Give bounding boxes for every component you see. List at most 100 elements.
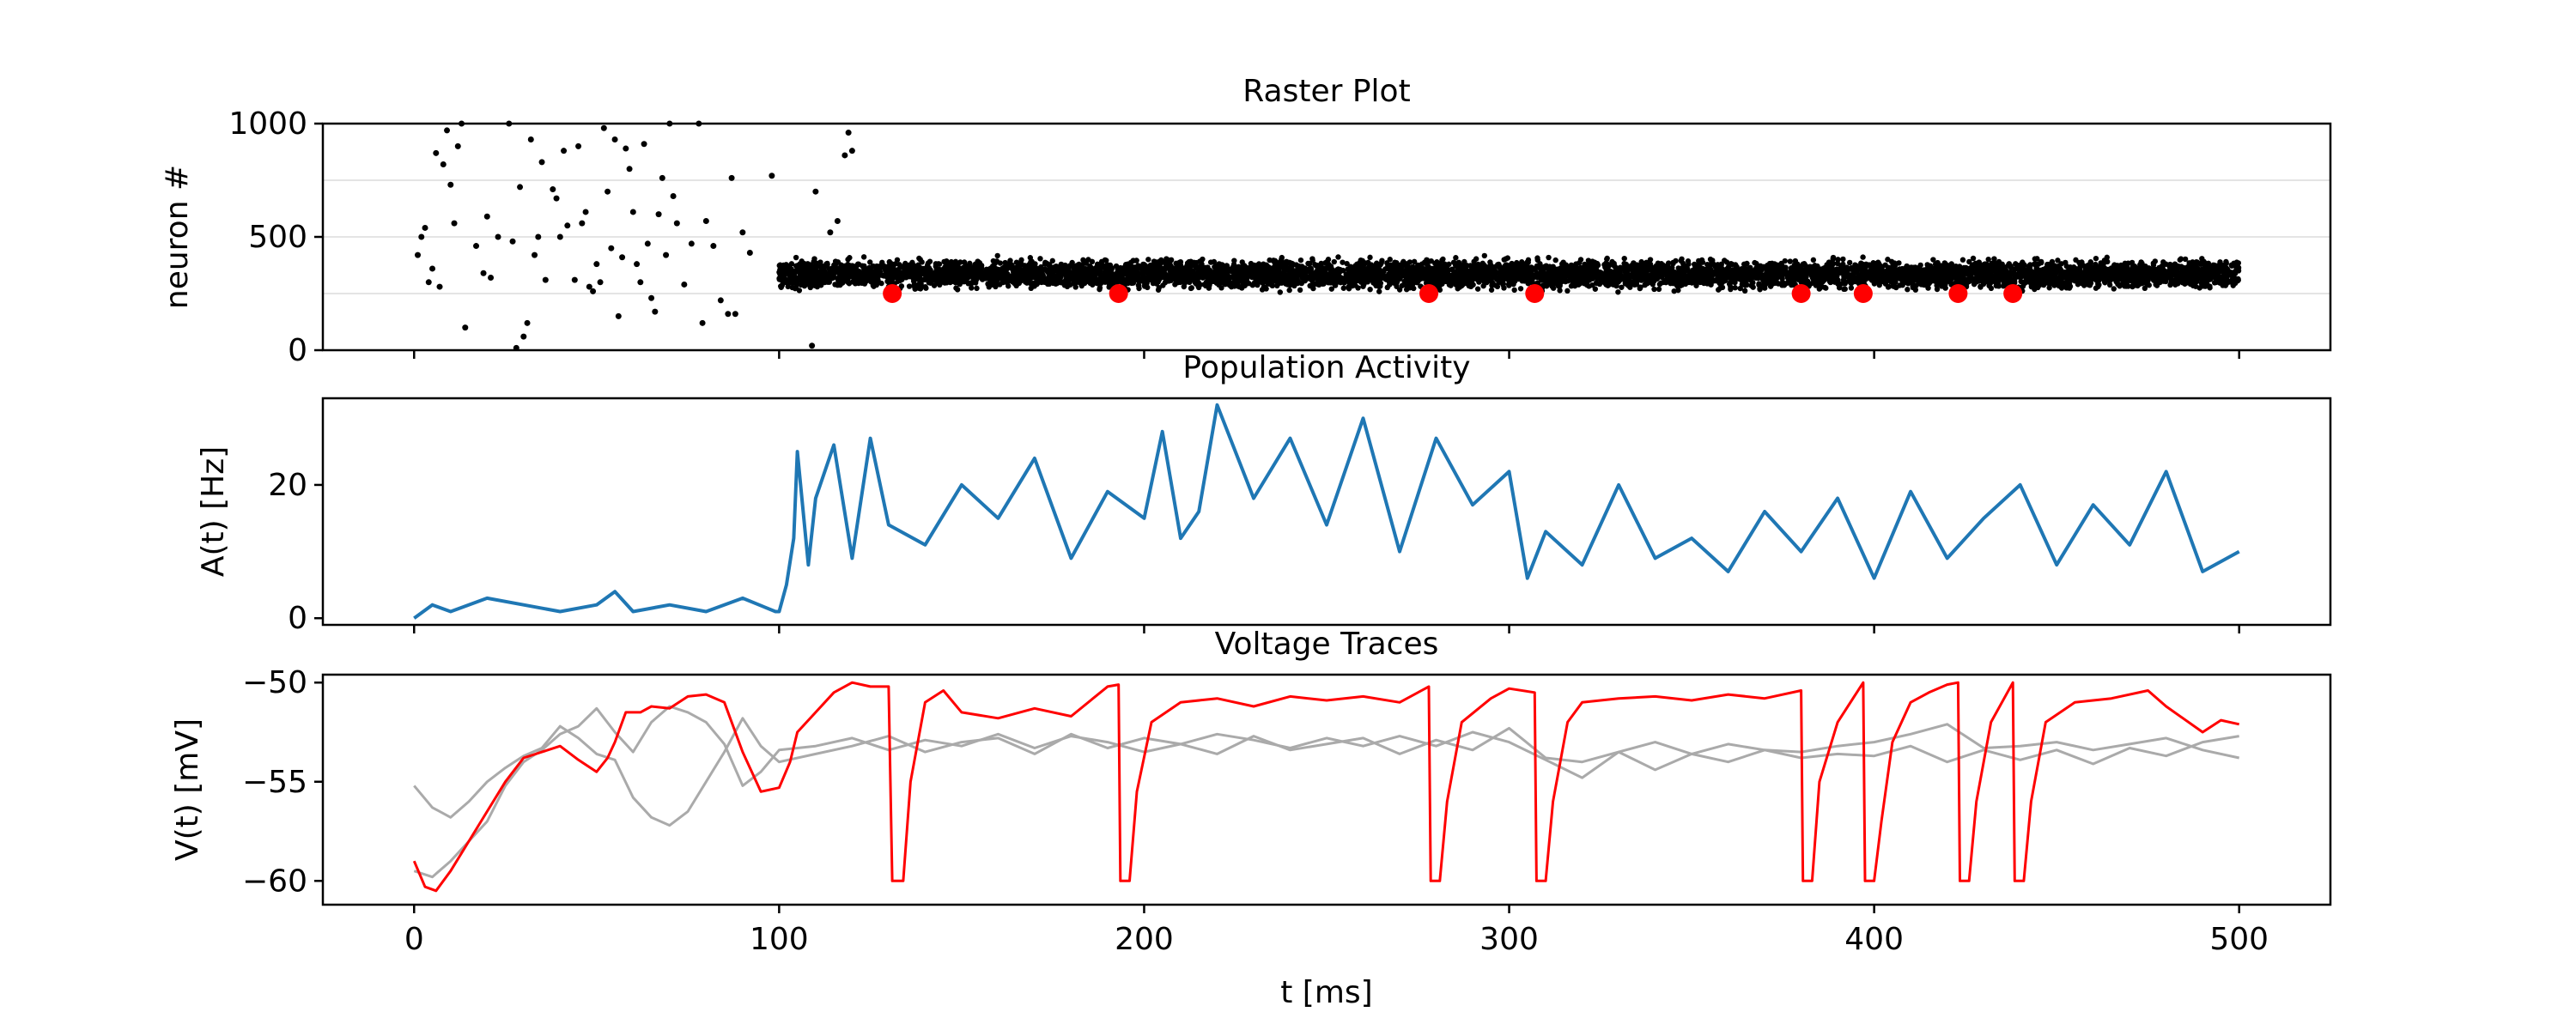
raster-spike xyxy=(2182,256,2189,263)
raster-spike xyxy=(415,251,422,258)
raster-spike xyxy=(655,211,662,218)
raster-spike xyxy=(732,311,738,318)
raster-spike xyxy=(1673,258,1679,264)
raster-spike xyxy=(644,240,651,247)
raster-spike xyxy=(483,213,490,220)
raster-spike xyxy=(451,220,458,227)
raster-spike xyxy=(1924,262,1930,268)
raster-spike xyxy=(436,283,443,290)
raster-spike xyxy=(524,319,531,326)
raster-spike xyxy=(739,229,746,236)
raster-spike xyxy=(1985,256,1991,263)
raster-spike xyxy=(1550,285,1557,291)
raster-spike xyxy=(538,159,545,166)
raster-spike xyxy=(1506,282,1512,288)
raster-spike xyxy=(1959,257,1966,263)
raster-spike xyxy=(1297,257,1304,264)
raster-spike xyxy=(2129,259,2136,266)
raster-spike xyxy=(1145,257,1151,263)
raster-spike xyxy=(919,259,925,265)
raster-spike xyxy=(954,287,961,293)
raster-spike xyxy=(1613,282,1619,289)
raster-spike xyxy=(1678,258,1684,264)
raster-spike xyxy=(1564,288,1571,294)
raster-spike xyxy=(462,324,469,331)
raster-spike xyxy=(520,333,527,340)
raster-spike xyxy=(1461,258,1467,265)
raster-spike xyxy=(746,249,753,256)
raster-spike xyxy=(1365,259,1371,266)
raster-spike xyxy=(1396,287,1403,293)
raster-spike xyxy=(1787,258,1794,264)
raster-spike xyxy=(473,243,480,250)
raster-spike xyxy=(626,166,633,173)
raster-spike xyxy=(845,130,852,136)
raster-spike xyxy=(994,252,1000,259)
raster-spike xyxy=(1846,259,1853,266)
raster-spike xyxy=(785,283,791,290)
raster-spike xyxy=(623,145,629,152)
raster-spike xyxy=(1722,258,1728,264)
raster-spike xyxy=(433,149,440,156)
raster-spike xyxy=(681,281,688,288)
raster-spike xyxy=(1741,288,1748,294)
raster-spike xyxy=(440,161,447,168)
raster-spike xyxy=(2006,261,2013,267)
raster-gridlines xyxy=(323,179,2330,294)
raster-spike xyxy=(827,229,834,236)
raster-spike xyxy=(1800,261,1807,267)
raster-spike xyxy=(553,195,560,202)
raster-spike xyxy=(600,124,607,131)
raster-spike xyxy=(1557,288,1563,294)
raster-spike xyxy=(670,192,677,199)
raster-spike xyxy=(1930,257,1936,263)
raster-spike xyxy=(480,270,487,276)
raster-spike xyxy=(855,261,862,268)
raster-spike xyxy=(717,297,724,304)
raster-spike xyxy=(894,257,901,263)
raster-spike xyxy=(1728,286,1734,293)
raster-spike xyxy=(817,259,823,265)
raster-spikes xyxy=(415,120,2242,351)
raster-spike xyxy=(509,238,516,245)
raster-spike xyxy=(1476,279,1482,285)
raster-spike xyxy=(811,258,817,264)
raster-spike xyxy=(1481,252,1488,259)
raster-spike xyxy=(605,188,611,195)
raster-spike xyxy=(1592,286,1599,292)
raster-spike xyxy=(1133,258,1139,264)
raster-spike xyxy=(1893,284,1899,290)
raster-spike xyxy=(1474,286,1481,292)
raster-spike xyxy=(1453,255,1459,261)
raster-spike xyxy=(593,261,600,268)
raster-spike xyxy=(2095,283,2101,290)
raster-spike xyxy=(1049,258,1055,264)
raster-spike xyxy=(2111,286,2117,292)
raster-spike xyxy=(860,254,867,260)
raster-spike xyxy=(1376,288,1382,294)
raster-spike xyxy=(1411,258,1418,265)
raster-spike xyxy=(1340,285,1346,291)
raster-spike xyxy=(841,152,848,159)
raster-spike xyxy=(561,148,568,154)
raster-spike xyxy=(2093,255,2099,262)
raster-spike xyxy=(619,254,626,261)
raster-spike xyxy=(1298,280,1304,287)
raster-spike xyxy=(641,141,647,148)
raster-spike xyxy=(769,173,775,179)
raster-spike xyxy=(848,148,855,154)
raster-spike xyxy=(699,319,706,326)
raster-spike xyxy=(564,222,571,229)
raster-spike xyxy=(2220,282,2226,288)
raster-spike xyxy=(944,258,950,264)
raster-spike xyxy=(1384,284,1390,291)
raster-spike xyxy=(1782,258,1788,264)
raster-spike xyxy=(597,279,604,286)
raster-spike xyxy=(608,245,615,251)
raster-spike xyxy=(1325,257,1332,263)
raster-spike xyxy=(444,127,451,134)
raster-spike xyxy=(1621,255,1627,262)
raster-spike xyxy=(2093,261,2099,268)
raster-spike xyxy=(809,342,816,349)
